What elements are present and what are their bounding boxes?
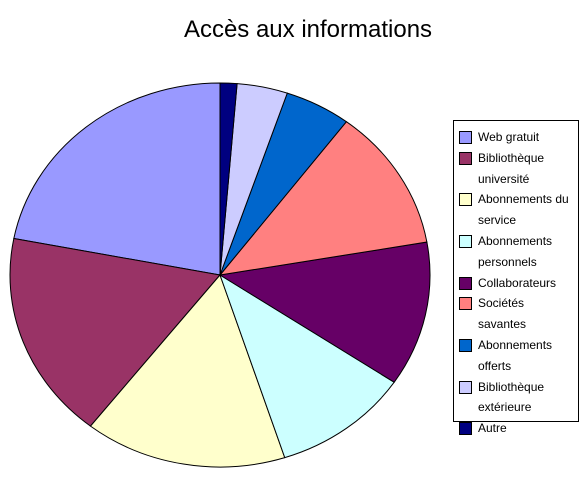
legend-item: Bibliothèque extérieure <box>459 377 575 419</box>
legend-label: Web gratuit <box>478 130 540 144</box>
legend-swatch <box>459 151 472 165</box>
legend-swatch <box>459 131 472 144</box>
legend-item: Bibliothèque université <box>459 148 575 190</box>
legend-label: Abonnements du service <box>478 192 569 228</box>
pie-slice <box>219 273 395 459</box>
legend-label: Collaborateurs <box>478 275 557 290</box>
legend-swatch <box>459 380 472 394</box>
legend-label: Sociétés savantes <box>478 296 527 332</box>
legend-swatch <box>459 276 472 290</box>
legend-swatch <box>459 193 472 207</box>
legend-label: Abonnements offerts <box>478 337 553 373</box>
legend-label: Abonnements personnels <box>478 233 553 269</box>
legend-label: Autre <box>478 421 507 436</box>
legend-swatch <box>459 297 472 311</box>
legend-item: Sociétés savantes <box>459 293 575 335</box>
legend-swatch <box>459 338 472 352</box>
legend-swatch <box>459 422 472 436</box>
legend-label: Bibliothèque extérieure <box>478 379 545 415</box>
pie-slice <box>218 241 431 383</box>
chart-title: Accès aux informations <box>183 16 433 43</box>
pie-slice <box>9 237 221 427</box>
pie-slice <box>219 82 238 276</box>
legend-item: Abonnements personnels <box>459 231 575 273</box>
pie-slice <box>218 121 428 276</box>
legend: Web gratuit Bibliothèque université Abonne… <box>453 120 579 436</box>
legend-label: Bibliothèque université <box>478 150 545 186</box>
legend-item: Autre <box>459 418 575 439</box>
pie-slice <box>13 82 221 276</box>
legend-item: Web gratuit <box>459 127 575 148</box>
legend-swatch <box>459 234 472 248</box>
pie-slice <box>89 274 286 468</box>
legend-item: Collaborateurs <box>459 273 575 294</box>
legend-item: Abonnements du service <box>459 189 575 231</box>
legend-item: Abonnements offerts <box>459 335 575 377</box>
